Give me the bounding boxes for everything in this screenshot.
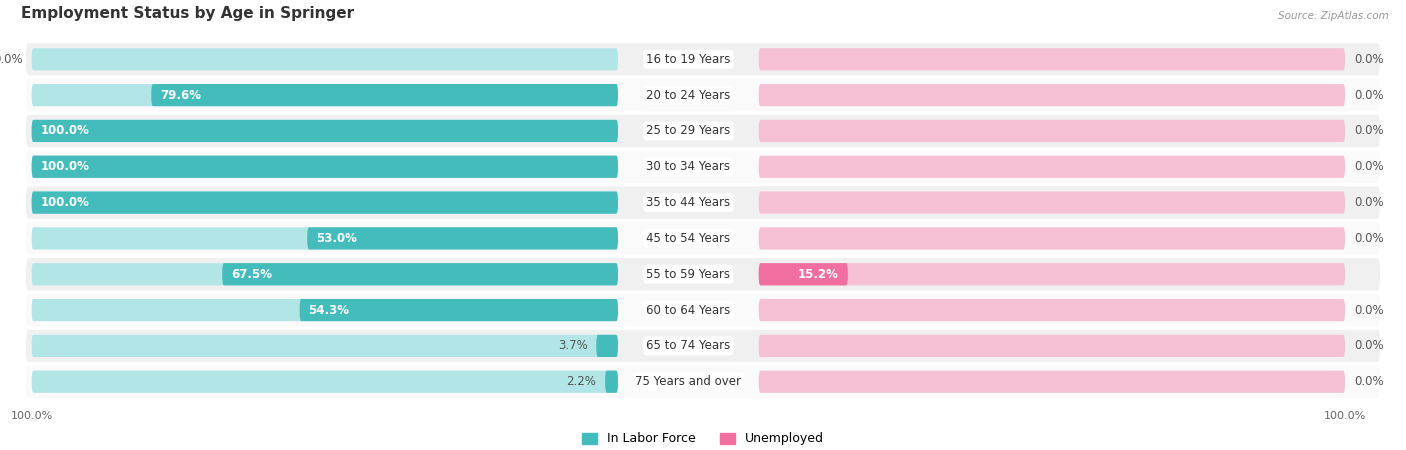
FancyBboxPatch shape [759,48,1346,70]
Text: 0.0%: 0.0% [1354,232,1384,245]
Text: 79.6%: 79.6% [160,89,201,102]
FancyBboxPatch shape [25,79,1381,111]
FancyBboxPatch shape [222,263,619,285]
Text: 54.3%: 54.3% [308,304,350,316]
FancyBboxPatch shape [759,371,1346,393]
FancyBboxPatch shape [152,84,619,106]
Text: 0.0%: 0.0% [1354,339,1384,352]
FancyBboxPatch shape [759,299,1346,321]
FancyBboxPatch shape [32,192,619,214]
Text: 35 to 44 Years: 35 to 44 Years [647,196,730,209]
FancyBboxPatch shape [32,192,619,214]
Text: 0.0%: 0.0% [1354,196,1384,209]
Text: Employment Status by Age in Springer: Employment Status by Age in Springer [21,6,354,21]
Text: 0.0%: 0.0% [1354,375,1384,388]
FancyBboxPatch shape [25,151,1381,183]
Text: 53.0%: 53.0% [316,232,357,245]
FancyBboxPatch shape [32,299,619,321]
Text: 15.2%: 15.2% [799,268,839,281]
FancyBboxPatch shape [759,335,1346,357]
Text: 30 to 34 Years: 30 to 34 Years [647,160,730,173]
Text: 67.5%: 67.5% [231,268,271,281]
Text: 0.0%: 0.0% [1354,160,1384,173]
Text: 3.7%: 3.7% [558,339,588,352]
FancyBboxPatch shape [25,365,1381,398]
FancyBboxPatch shape [25,43,1381,76]
FancyBboxPatch shape [759,156,1346,178]
FancyBboxPatch shape [32,227,619,249]
Text: 60 to 64 Years: 60 to 64 Years [647,304,731,316]
Text: 25 to 29 Years: 25 to 29 Years [647,125,731,137]
Text: 0.0%: 0.0% [1354,125,1384,137]
Text: 0.0%: 0.0% [0,53,22,66]
Text: 20 to 24 Years: 20 to 24 Years [647,89,731,102]
FancyBboxPatch shape [32,120,619,142]
Text: 100.0%: 100.0% [41,125,90,137]
Text: 0.0%: 0.0% [1354,53,1384,66]
FancyBboxPatch shape [299,299,619,321]
FancyBboxPatch shape [32,84,619,106]
FancyBboxPatch shape [605,371,619,393]
Text: 16 to 19 Years: 16 to 19 Years [647,53,731,66]
FancyBboxPatch shape [32,120,619,142]
FancyBboxPatch shape [25,222,1381,255]
FancyBboxPatch shape [25,294,1381,326]
FancyBboxPatch shape [596,335,619,357]
FancyBboxPatch shape [32,263,619,285]
FancyBboxPatch shape [32,156,619,178]
FancyBboxPatch shape [32,156,619,178]
FancyBboxPatch shape [759,263,848,285]
Text: 100.0%: 100.0% [41,196,90,209]
FancyBboxPatch shape [759,227,1346,249]
Text: 45 to 54 Years: 45 to 54 Years [647,232,730,245]
Text: 0.0%: 0.0% [1354,304,1384,316]
FancyBboxPatch shape [32,48,619,70]
Text: 55 to 59 Years: 55 to 59 Years [647,268,730,281]
FancyBboxPatch shape [308,227,619,249]
Text: 75 Years and over: 75 Years and over [636,375,741,388]
FancyBboxPatch shape [759,84,1346,106]
FancyBboxPatch shape [25,115,1381,147]
Text: 2.2%: 2.2% [567,375,596,388]
FancyBboxPatch shape [25,258,1381,290]
FancyBboxPatch shape [759,120,1346,142]
Text: 65 to 74 Years: 65 to 74 Years [647,339,731,352]
FancyBboxPatch shape [759,192,1346,214]
Text: 100.0%: 100.0% [41,160,90,173]
FancyBboxPatch shape [32,371,619,393]
Text: Source: ZipAtlas.com: Source: ZipAtlas.com [1278,11,1389,21]
FancyBboxPatch shape [25,186,1381,219]
FancyBboxPatch shape [25,330,1381,362]
Text: 0.0%: 0.0% [1354,89,1384,102]
Legend: In Labor Force, Unemployed: In Labor Force, Unemployed [576,428,830,450]
FancyBboxPatch shape [32,335,619,357]
FancyBboxPatch shape [759,263,1346,285]
